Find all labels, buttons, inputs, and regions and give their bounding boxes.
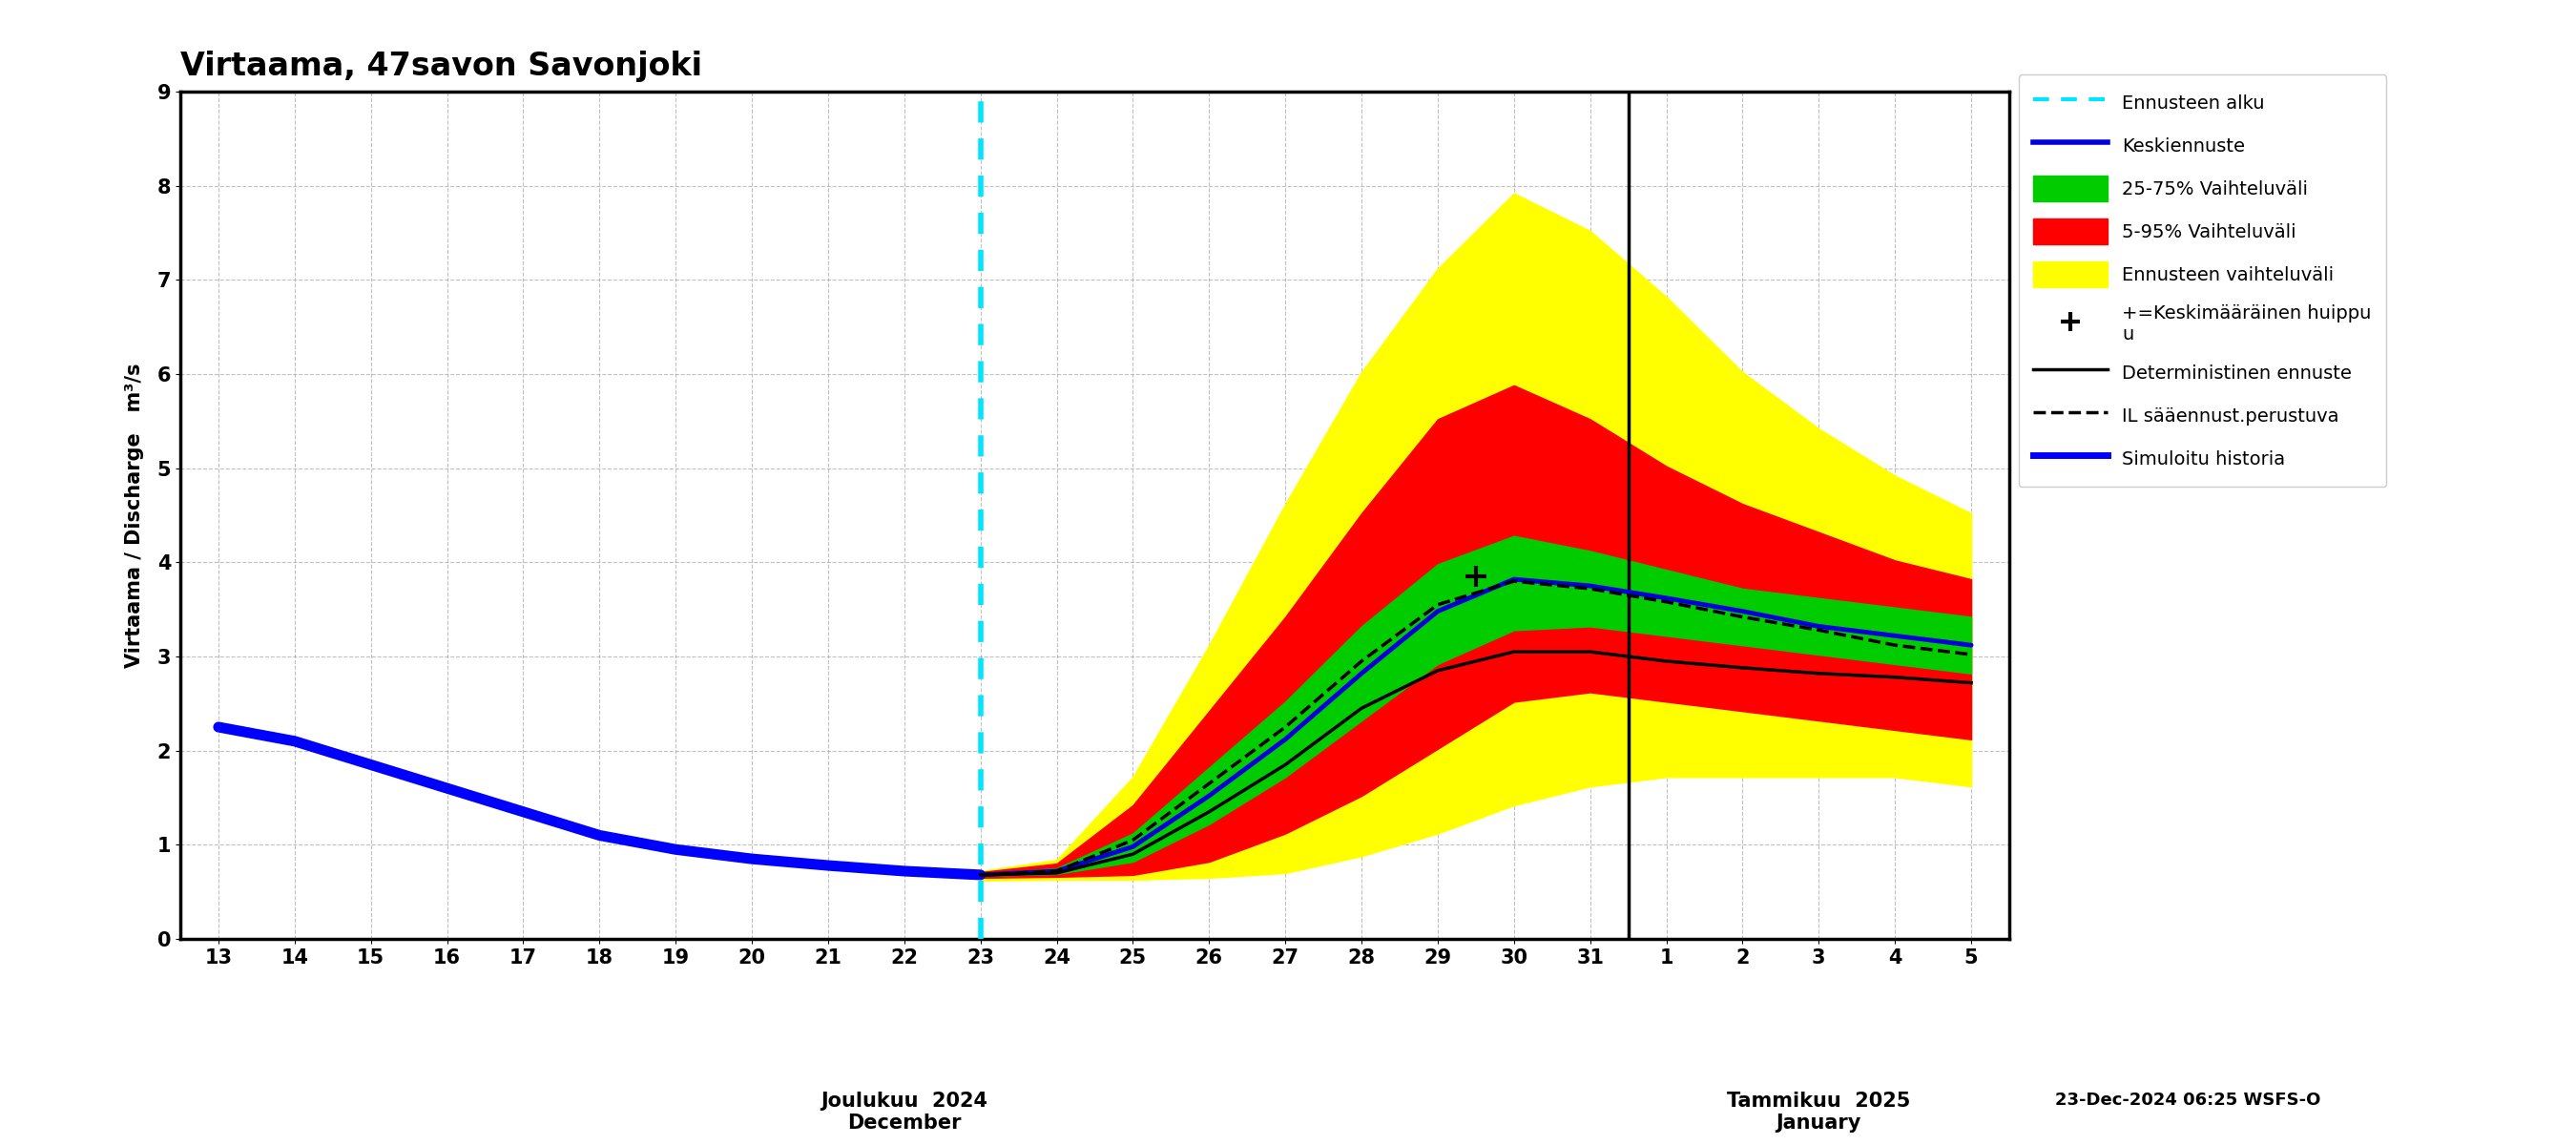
Text: Virtaama, 47savon Savonjoki: Virtaama, 47savon Savonjoki [180, 50, 703, 82]
Text: Joulukuu  2024
December: Joulukuu 2024 December [822, 1091, 987, 1132]
Text: 23-Dec-2024 06:25 WSFS-O: 23-Dec-2024 06:25 WSFS-O [2056, 1091, 2321, 1108]
Y-axis label: Virtaama / Discharge   m³/s: Virtaama / Discharge m³/s [124, 363, 144, 668]
Legend: Ennusteen alku, Keskiennuste, 25-75% Vaihteluväli, 5-95% Vaihteluväli, Ennusteen: Ennusteen alku, Keskiennuste, 25-75% Vai… [2020, 74, 2385, 487]
Text: Tammikuu  2025
January: Tammikuu 2025 January [1726, 1091, 1911, 1132]
